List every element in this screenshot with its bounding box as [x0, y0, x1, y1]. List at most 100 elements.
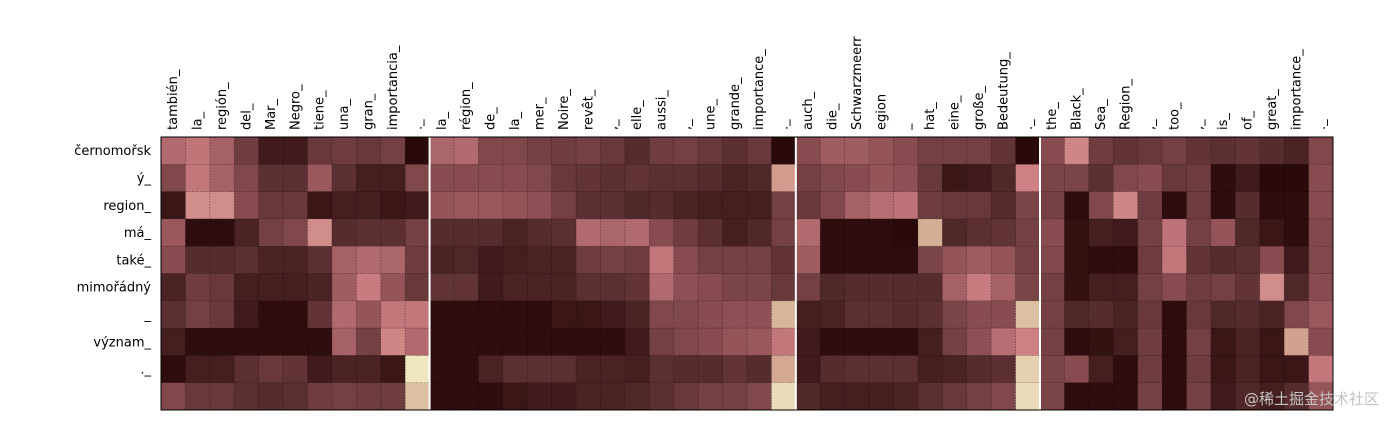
heatmap-cell	[307, 273, 333, 302]
heatmap-cell	[747, 137, 772, 165]
heatmap-cell	[185, 246, 211, 274]
heatmap-cell	[185, 328, 211, 356]
heatmap-cell	[380, 246, 406, 274]
heatmap-cell	[624, 246, 650, 274]
x-tick-label: Negro_	[288, 84, 303, 130]
x-tick-label: die_	[825, 103, 840, 130]
x-tick-label: région_	[459, 82, 474, 130]
heatmap-cell	[429, 382, 455, 411]
x-tick-label: ._	[1314, 119, 1329, 130]
y-tick-label: má_	[124, 226, 152, 241]
heatmap-cell	[1308, 246, 1334, 274]
heatmap-cell	[1113, 273, 1139, 302]
heatmap-cell	[1113, 137, 1139, 165]
heatmap-cell	[258, 246, 284, 274]
heatmap-cell	[1015, 137, 1041, 165]
heatmap-cell	[527, 300, 553, 329]
heatmap-cell	[356, 246, 382, 274]
heatmap-cell	[429, 328, 455, 356]
heatmap-cell	[991, 382, 1016, 411]
x-tick-label: Sea_	[1094, 99, 1109, 130]
heatmap-cell	[942, 273, 968, 302]
heatmap-cell	[331, 191, 357, 220]
heatmap-cell	[551, 355, 577, 384]
heatmap-cell	[478, 300, 504, 329]
heatmap-cell	[502, 273, 528, 302]
heatmap-cell	[283, 137, 308, 165]
heatmap-cell	[600, 218, 626, 247]
heatmap-cell	[1113, 191, 1139, 220]
heatmap-cell	[209, 300, 235, 329]
heatmap-cell	[1284, 328, 1309, 356]
heatmap-cell	[356, 164, 382, 192]
heatmap-cell	[795, 164, 821, 192]
heatmap-cell	[1113, 164, 1139, 192]
heatmap-cell	[1308, 328, 1334, 356]
heatmap-cell	[795, 382, 821, 411]
cell-grid	[161, 137, 1333, 410]
heatmap-cell	[1210, 300, 1236, 329]
heatmap-cell	[722, 137, 748, 165]
heatmap-cell	[1137, 273, 1163, 302]
heatmap-cell	[331, 137, 357, 165]
x-tick-label: de_	[484, 107, 499, 130]
heatmap-cell	[1284, 218, 1309, 247]
heatmap-cell	[600, 246, 626, 274]
language-separators	[428, 137, 1041, 410]
heatmap-cell	[1235, 328, 1261, 356]
x-tick-label: aussi_	[655, 90, 670, 130]
heatmap-cell	[1015, 164, 1041, 192]
heatmap-cell	[454, 164, 479, 192]
heatmap-cell	[673, 382, 699, 411]
heatmap-cell	[869, 355, 894, 384]
heatmap-cell	[1186, 218, 1212, 247]
heatmap-cell	[454, 191, 479, 220]
x-tick-label: eine_	[948, 95, 963, 130]
heatmap-cell	[429, 273, 455, 302]
heatmap-cell	[331, 246, 357, 274]
heatmap-cell	[1113, 218, 1139, 247]
heatmap-cell	[771, 191, 797, 220]
heatmap-cell	[771, 273, 797, 302]
heatmap-cell	[283, 300, 308, 329]
heatmap-cell	[1308, 300, 1334, 329]
heatmap-cell	[1040, 300, 1065, 329]
heatmap-cell	[161, 300, 186, 329]
y-tick-label: ý_	[137, 171, 152, 186]
heatmap-cell	[1235, 246, 1261, 274]
y-tick-label: _	[144, 308, 152, 323]
heatmap-cell	[1308, 164, 1334, 192]
heatmap-cell	[1137, 137, 1163, 165]
heatmap-cell	[307, 191, 333, 220]
x-tick-label: Region_	[1118, 78, 1133, 130]
x-tick-label: Mar_	[264, 98, 279, 130]
heatmap-cell	[356, 273, 382, 302]
heatmap-cell	[673, 218, 699, 247]
heatmap-cell	[551, 246, 577, 274]
heatmap-cell	[576, 355, 601, 384]
heatmap-cell	[673, 164, 699, 192]
heatmap-cell	[844, 246, 870, 274]
heatmap-cell	[1064, 382, 1090, 411]
heatmap-cell	[1015, 191, 1041, 220]
heatmap-cell	[234, 328, 260, 356]
heatmap-cell	[991, 246, 1016, 274]
heatmap-cell	[405, 137, 430, 165]
heatmap-cell	[747, 328, 772, 356]
heatmap-cell	[478, 164, 504, 192]
heatmap-cell	[502, 137, 528, 165]
heatmap-cell	[1040, 137, 1065, 165]
heatmap-cell	[1259, 246, 1285, 274]
heatmap-cell	[771, 300, 797, 329]
heatmap-cell	[820, 164, 846, 192]
heatmap-cell	[600, 164, 626, 192]
heatmap-cell	[1040, 355, 1065, 384]
heatmap-cell	[698, 137, 723, 165]
heatmap-cell	[161, 191, 186, 220]
heatmap-cell	[795, 355, 821, 384]
heatmap-cell	[966, 191, 992, 220]
x-tick-label: importance_	[752, 49, 767, 130]
heatmap-cell	[258, 300, 284, 329]
heatmap-cell	[1308, 137, 1334, 165]
heatmap-cell	[1284, 191, 1309, 220]
